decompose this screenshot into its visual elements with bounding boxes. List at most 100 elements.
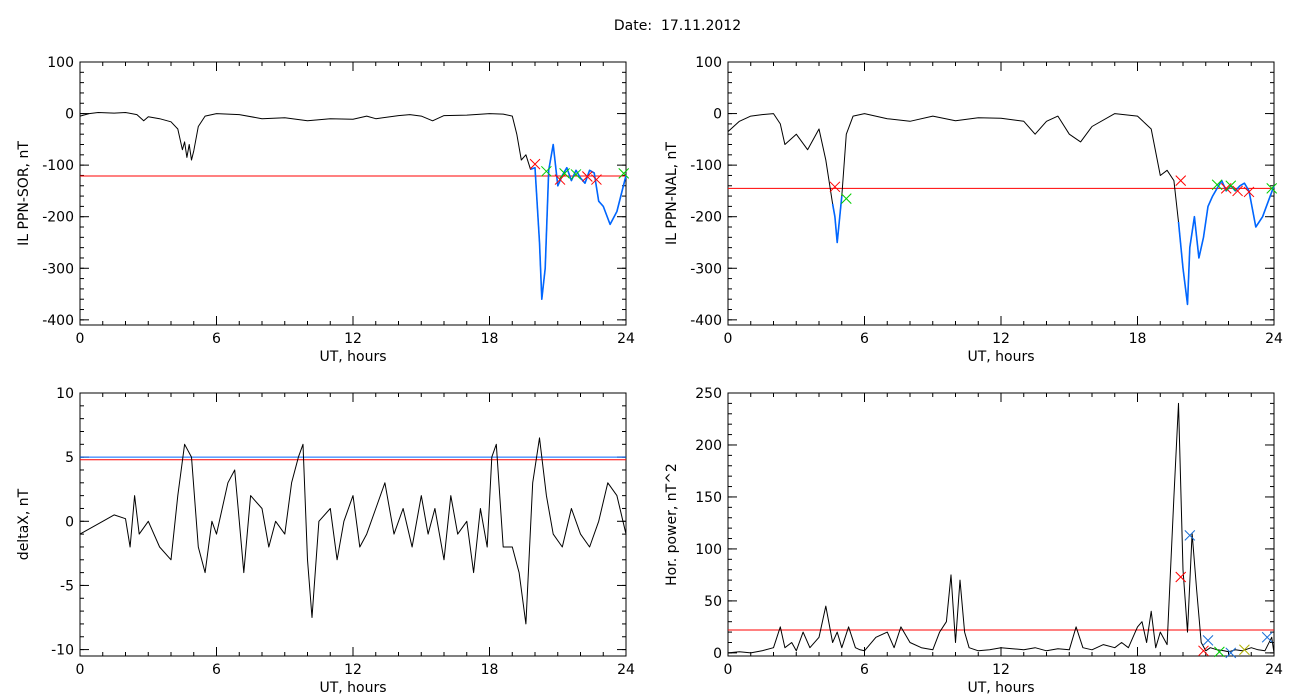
- x-tick-label: 12: [344, 662, 362, 678]
- series-highlight: [530, 143, 627, 301]
- x-tick-label: 6: [212, 662, 221, 678]
- x-tick-label: 24: [1265, 662, 1283, 678]
- marker-stroke: [829, 181, 841, 193]
- y-tick-label: 100: [695, 55, 722, 71]
- y-axis-label: deltaX, nT: [16, 488, 32, 560]
- y-tick-label: 0: [713, 646, 722, 662]
- x-axis-label: UT, hours: [319, 349, 386, 365]
- x-tick-label: 18: [1129, 662, 1147, 678]
- x-tick-label: 6: [212, 331, 221, 347]
- marker-stroke: [1239, 644, 1250, 656]
- marker-stroke: [1225, 180, 1237, 192]
- x-tick-label: 24: [617, 662, 635, 678]
- x-tick-label: 6: [860, 662, 869, 678]
- marker-red: [554, 174, 566, 185]
- y-axis-label: Hor. power, nT^2: [664, 463, 680, 586]
- marker-stroke: [559, 168, 570, 179]
- marker-stroke: [1184, 530, 1196, 541]
- y-tick-label: -200: [690, 210, 722, 226]
- marker-blue: [1202, 635, 1214, 646]
- y-tick-label: 100: [47, 55, 74, 71]
- y-tick-label: 200: [695, 438, 722, 454]
- marker-stroke: [1211, 179, 1223, 191]
- marker-green: [541, 165, 552, 177]
- y-tick-label: 5: [65, 450, 74, 466]
- marker-stroke: [591, 174, 602, 185]
- marker-blue: [1261, 631, 1273, 643]
- plot-frame: [727, 392, 1275, 657]
- y-tick-label: 0: [65, 514, 74, 530]
- y-tick-label: -300: [42, 261, 74, 277]
- y-tick-label: -400: [690, 313, 722, 329]
- series-line: [79, 437, 627, 625]
- figure-title: Date: 17.11.2012: [613, 18, 742, 34]
- y-axis-label: IL PPN-NAL, nT: [664, 142, 680, 245]
- x-axis-label: UT, hours: [319, 680, 386, 696]
- marker-red: [591, 174, 602, 185]
- marker-stroke: [1261, 631, 1273, 643]
- y-tick-label: 10: [56, 386, 74, 402]
- x-tick-label: 12: [992, 662, 1010, 678]
- marker-stroke: [570, 169, 582, 180]
- marker-green: [1211, 179, 1223, 191]
- x-tick-label: 18: [481, 331, 499, 347]
- marker-stroke: [1214, 646, 1225, 658]
- series-line: [727, 113, 1275, 305]
- marker-stroke: [1202, 635, 1214, 646]
- y-tick-label: 150: [695, 490, 722, 506]
- marker-stroke: [1198, 645, 1209, 657]
- y-tick-label: -200: [42, 210, 74, 226]
- marker-green: [1266, 182, 1278, 194]
- y-tick-label: 0: [65, 107, 74, 123]
- x-axis-label: UT, hours: [967, 680, 1034, 696]
- marker-stroke: [1266, 182, 1278, 194]
- marker-stroke: [529, 158, 541, 170]
- marker-blue: [1225, 647, 1237, 659]
- marker-stroke: [554, 174, 566, 185]
- marker-red: [1175, 175, 1187, 186]
- panel-il-ppn-nal: 0 6 12 18 24 100 0 -100 -200 -300 -400 UT, hours IL …: [664, 55, 1283, 365]
- x-tick-label: 18: [1129, 331, 1147, 347]
- marker-stroke: [1225, 647, 1237, 659]
- plot-frame: [79, 392, 627, 657]
- panel-il-ppn-sor: 0 6 12 18 24 100 0 -100 -200 -300 -400 UT, hours IL …: [16, 55, 635, 365]
- panel-hor-power: 0 6 12 18 24 250 200 150 100 50 0 UT, hours Hor. pow…: [664, 386, 1283, 696]
- marker-stroke: [1243, 186, 1255, 198]
- marker-green: [618, 168, 630, 179]
- marker-red: [829, 181, 841, 193]
- marker-stroke: [840, 193, 852, 205]
- x-tick-label: 12: [992, 331, 1010, 347]
- marker-blue: [1184, 530, 1196, 541]
- x-axis-label: UT, hours: [967, 349, 1034, 365]
- y-tick-label: 50: [704, 594, 722, 610]
- x-tick-label: 18: [481, 662, 499, 678]
- marker-green: [1225, 180, 1237, 192]
- marker-green: [570, 169, 582, 180]
- y-tick-label: 0: [713, 107, 722, 123]
- y-tick-label: -10: [51, 643, 74, 659]
- marker-red: [1175, 571, 1187, 583]
- y-tick-label: -400: [42, 313, 74, 329]
- x-tick-label: 24: [617, 331, 635, 347]
- marker-stroke: [541, 165, 552, 177]
- y-tick-label: -100: [42, 158, 74, 174]
- y-tick-label: 100: [695, 542, 722, 558]
- y-tick-label: -300: [690, 261, 722, 277]
- marker-red: [1198, 645, 1209, 657]
- marker-stroke: [1175, 175, 1187, 186]
- marker-red: [581, 171, 593, 182]
- marker-yellow: [1239, 644, 1250, 656]
- marker-green: [840, 193, 852, 205]
- marker-green: [559, 168, 570, 179]
- x-tick-label: 0: [76, 662, 85, 678]
- x-tick-label: 0: [724, 331, 733, 347]
- marker-stroke: [581, 171, 593, 182]
- y-tick-label: -100: [690, 158, 722, 174]
- series-highlight: [831, 196, 843, 244]
- marker-stroke: [1232, 185, 1243, 197]
- marker-stroke: [1175, 571, 1187, 583]
- plot-frame: [727, 61, 1275, 326]
- x-tick-label: 6: [860, 331, 869, 347]
- y-tick-label: 250: [695, 386, 722, 402]
